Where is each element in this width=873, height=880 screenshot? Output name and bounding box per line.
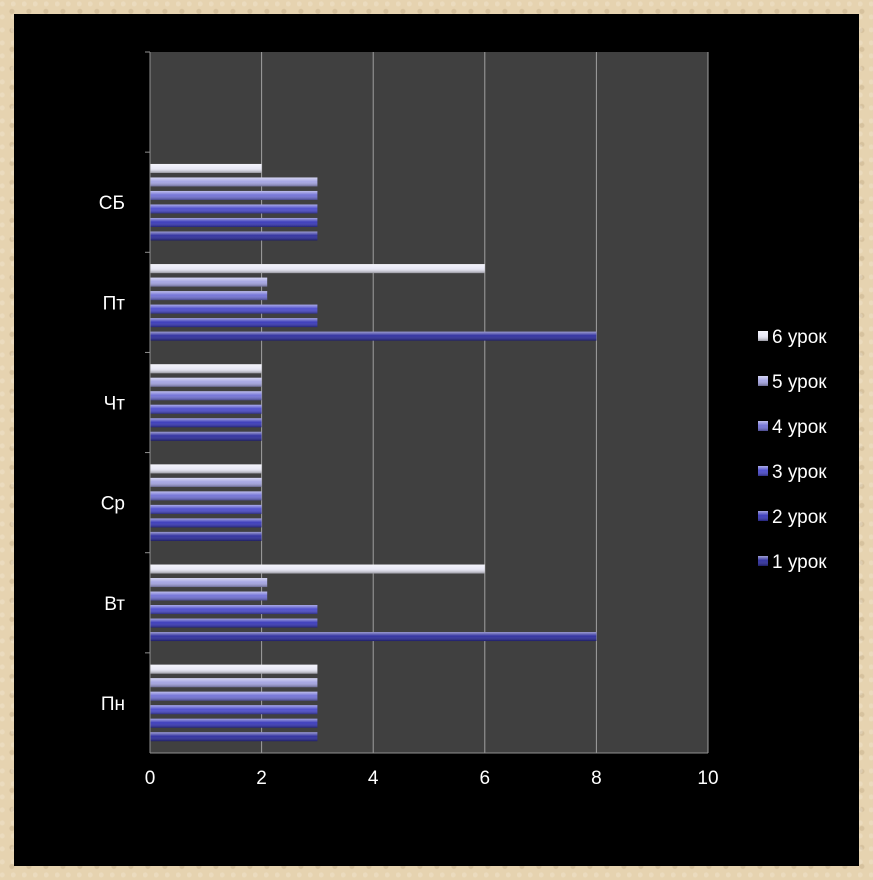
bar-shine (150, 705, 318, 715)
bar-shine (150, 364, 262, 374)
bar-shine (150, 531, 262, 541)
x-tick-label: 4 (368, 768, 379, 789)
legend-swatch-shine (758, 421, 768, 431)
legend: 6 урок 5 урок 4 урок 3 урок 2 урок 1 урок (758, 327, 827, 573)
bar-shine (150, 518, 262, 528)
bar-shine (150, 418, 262, 428)
bar-shine (150, 718, 318, 728)
legend-label: 4 урок (772, 417, 827, 438)
bar-shine (150, 664, 318, 674)
y-axis-categories: Пн Вт Ср Чт Пт СБ (99, 193, 126, 715)
x-tick-label: 10 (697, 768, 718, 789)
bar-shine (150, 431, 262, 441)
bar-shine (150, 291, 268, 301)
bar-shine (150, 491, 262, 501)
bar-shine (150, 504, 262, 514)
legend-swatch-shine (758, 511, 768, 521)
bar-shine (150, 591, 268, 601)
bar-shine (150, 464, 262, 474)
legend-swatch-shine (758, 556, 768, 566)
chart-frame: 0 2 4 6 8 10 Пн Вт Ср Чт Пт СБ 6 урок 5 урок 4 урок 3… (14, 14, 859, 866)
bar-shine (150, 678, 318, 688)
bar-shine (150, 177, 318, 187)
x-axis-ticks: 0 2 4 6 8 10 (145, 768, 719, 789)
bar-shine (150, 564, 485, 574)
x-tick-label: 0 (145, 768, 156, 789)
bar-shine (150, 217, 318, 227)
bar-shine (150, 605, 318, 615)
legend-label: 6 урок (772, 327, 827, 348)
category-label: Ср (101, 494, 125, 515)
x-tick-label: 6 (480, 768, 491, 789)
legend-label: 5 урок (772, 372, 827, 393)
axes (145, 51, 708, 754)
bar-shine (150, 231, 318, 241)
bar-shine (150, 404, 262, 414)
legend-swatch-shine (758, 376, 768, 386)
bar-shine (150, 732, 318, 742)
bar-shine (150, 632, 597, 642)
bar-shine (150, 163, 262, 173)
bar-shine (150, 264, 485, 274)
legend-label: 1 урок (772, 552, 827, 573)
bars (150, 163, 597, 742)
bar-shine (150, 377, 262, 387)
category-label: Чт (104, 394, 126, 415)
x-tick-label: 2 (256, 768, 267, 789)
category-label: Пн (101, 694, 125, 715)
bar-shine (150, 190, 318, 200)
bar-shine (150, 691, 318, 701)
category-label: СБ (99, 193, 125, 214)
bar-shine (150, 277, 268, 287)
bar-chart: 0 2 4 6 8 10 Пн Вт Ср Чт Пт СБ 6 урок 5 урок 4 урок 3… (99, 51, 827, 789)
bar-shine (150, 331, 597, 341)
category-label: Вт (104, 594, 125, 615)
bar-shine (150, 304, 318, 314)
bar-shine (150, 477, 262, 487)
legend-label: 3 урок (772, 462, 827, 483)
legend-label: 2 урок (772, 507, 827, 528)
legend-swatch-shine (758, 331, 768, 341)
legend-swatch-shine (758, 466, 768, 476)
bar-shine (150, 391, 262, 401)
bar-shine (150, 318, 318, 328)
bar-shine (150, 204, 318, 214)
bar-shine (150, 578, 268, 588)
x-tick-label: 8 (591, 768, 602, 789)
category-label: Пт (103, 293, 126, 314)
bar-shine (150, 618, 318, 628)
plot-area (150, 52, 708, 753)
